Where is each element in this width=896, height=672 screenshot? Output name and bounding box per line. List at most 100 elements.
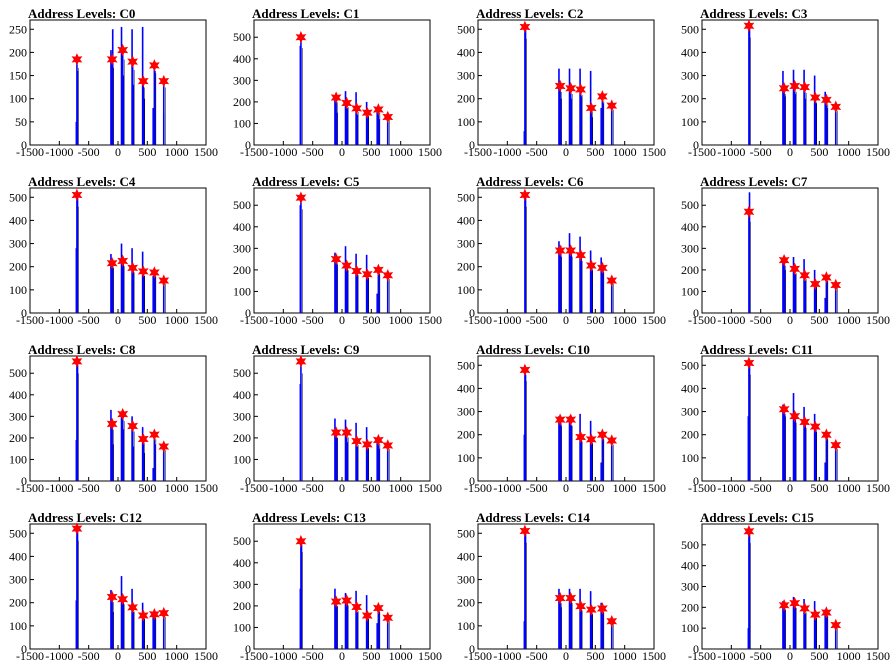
- peak-star-marker: [117, 407, 129, 421]
- y-tick-label: 400: [233, 220, 251, 234]
- x-tick-label: 1500: [194, 313, 218, 327]
- y-tick-label: 200: [681, 92, 699, 106]
- x-tick-label: 0: [787, 313, 793, 327]
- x-tick-label: 1500: [866, 649, 890, 663]
- y-tick-label: 200: [457, 260, 475, 274]
- y-tick-label: 100: [681, 284, 699, 298]
- x-tick-label: -1500: [16, 145, 44, 159]
- panel-title: Address Levels: C15: [700, 510, 814, 525]
- y-tick-label: 500: [457, 22, 475, 36]
- peak-star-marker: [106, 590, 118, 604]
- peak-star-marker: [341, 594, 353, 607]
- panel-title: Address Levels: C11: [700, 342, 814, 357]
- peak-star-marker: [137, 74, 149, 88]
- y-tick-label: 100: [9, 452, 27, 466]
- plot-frame: [29, 523, 207, 650]
- histogram-plot-c13: -1500 -1000 -500 0 500 1000 1500 0 100 200 300 400 5…: [233, 523, 442, 663]
- x-tick-label: -1000: [717, 649, 745, 663]
- peak-star-marker: [71, 522, 83, 535]
- x-tick-label: 1500: [642, 481, 666, 495]
- peak-star-marker: [372, 433, 384, 447]
- x-tick-label: -1500: [464, 145, 492, 159]
- peak-star-marker: [743, 205, 755, 218]
- y-tick-label: 0: [245, 138, 251, 152]
- histogram-plot-c12: -1500 -1000 -500 0 500 1000 1500 0 100 200 300 400 5…: [9, 522, 218, 663]
- plot-frame: [701, 19, 879, 146]
- x-tick-label: 0: [563, 649, 569, 663]
- histogram-panel-c13: -1500 -1000 -500 0 500 1000 1500 0 100 200 300 400 5…: [224, 504, 448, 672]
- peak-star-marker: [351, 264, 363, 278]
- plot-frame: [477, 19, 655, 146]
- peak-star-marker: [295, 30, 307, 44]
- histogram-plot-c0: -1500 -1000 -500 0 500 1000 1500 0 50 100 150 200 25…: [9, 19, 218, 159]
- peak-star-marker: [778, 253, 790, 267]
- y-tick-label: 0: [469, 138, 475, 152]
- x-tick-label: -1000: [717, 313, 745, 327]
- y-tick-label: 400: [457, 45, 475, 59]
- peak-star-marker: [606, 614, 618, 628]
- peak-star-marker: [606, 274, 618, 287]
- x-tick-label: -500: [750, 649, 772, 663]
- peak-star-marker: [809, 420, 821, 433]
- histogram-plot-c10: -1500 -1000 -500 0 500 1000 1500 0 100 200 300 400 5…: [457, 355, 666, 495]
- x-tick-label: 1500: [194, 145, 218, 159]
- x-tick-label: 1000: [165, 313, 189, 327]
- x-tick-label: -1000: [269, 313, 297, 327]
- x-tick-label: -1500: [464, 313, 492, 327]
- x-tick-label: 500: [586, 481, 604, 495]
- x-tick-label: -500: [78, 649, 100, 663]
- y-tick-label: 300: [681, 405, 699, 419]
- y-tick-label: 200: [233, 599, 251, 613]
- x-tick-label: -500: [526, 145, 548, 159]
- peak-star-marker: [71, 188, 83, 202]
- y-tick-label: 0: [693, 474, 699, 488]
- x-tick-label: -500: [302, 649, 324, 663]
- peak-star-marker: [341, 259, 353, 272]
- peak-star-marker: [361, 267, 373, 281]
- x-tick-label: 1000: [165, 145, 189, 159]
- x-tick-label: 1500: [642, 145, 666, 159]
- x-tick-label: 1500: [194, 649, 218, 663]
- y-tick-label: 400: [457, 213, 475, 227]
- plot-frame: [29, 19, 207, 146]
- peak-star-marker: [596, 602, 608, 615]
- x-tick-label: -500: [302, 313, 324, 327]
- y-tick-label: 500: [233, 30, 251, 44]
- histogram-panel-c5: -1500 -1000 -500 0 500 1000 1500 0 100 200 300 400 5…: [224, 168, 448, 336]
- peak-star-marker: [820, 93, 832, 107]
- y-tick-label: 100: [233, 452, 251, 466]
- plot-frame: [701, 523, 879, 650]
- peak-star-marker: [596, 428, 608, 441]
- peak-star-marker: [341, 426, 353, 439]
- x-tick-label: 1000: [837, 481, 861, 495]
- x-tick-label: 0: [339, 145, 345, 159]
- histogram-plot-c6: -1500 -1000 -500 0 500 1000 1500 0 100 200 300 400 5…: [457, 187, 666, 327]
- y-tick-label: 400: [457, 381, 475, 395]
- x-tick-label: 1000: [389, 313, 413, 327]
- x-tick-label: -1500: [688, 649, 716, 663]
- y-tick-label: 300: [9, 573, 27, 587]
- peak-star-marker: [585, 433, 597, 446]
- x-tick-label: -1000: [717, 145, 745, 159]
- peak-star-marker: [743, 525, 755, 538]
- peak-star-marker: [137, 432, 149, 446]
- plot-frame: [253, 355, 431, 482]
- y-tick-label: 100: [233, 116, 251, 130]
- x-tick-label: 1500: [866, 481, 890, 495]
- x-tick-label: 1000: [165, 649, 189, 663]
- y-tick-label: 0: [469, 474, 475, 488]
- x-tick-label: 1000: [389, 649, 413, 663]
- x-tick-label: 1500: [866, 313, 890, 327]
- peak-star-marker: [148, 266, 160, 279]
- peak-star-marker: [351, 600, 363, 614]
- y-tick-label: 100: [457, 619, 475, 633]
- peak-star-marker: [789, 409, 801, 423]
- peak-star-marker: [351, 102, 363, 115]
- y-tick-label: 300: [9, 237, 27, 251]
- x-tick-label: -1500: [16, 481, 44, 495]
- y-tick-label: 400: [681, 559, 699, 573]
- x-tick-label: 0: [339, 313, 345, 327]
- plot-frame: [477, 523, 655, 650]
- y-tick-label: 500: [233, 534, 251, 548]
- peak-star-marker: [295, 191, 307, 204]
